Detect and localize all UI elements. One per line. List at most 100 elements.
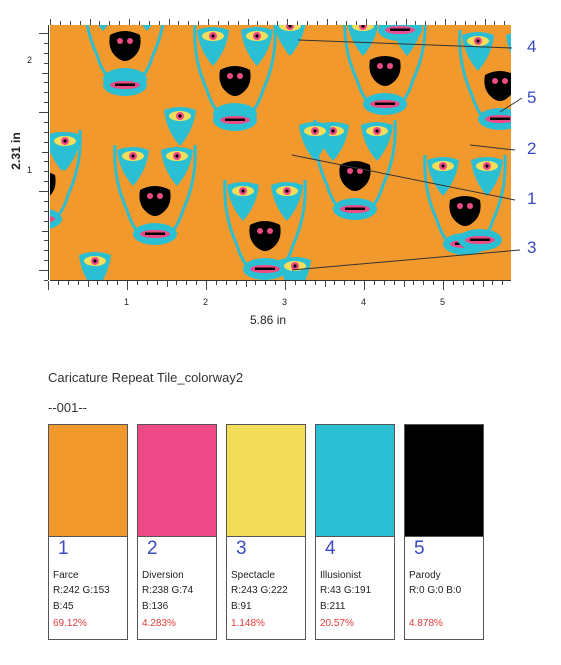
ruler-tick [435,21,437,25]
ruler-tick [482,281,484,287]
swatch-number: 5 [414,538,425,559]
ruler-tick [433,281,435,285]
ruler-tick [215,281,217,285]
ruler-tick [247,19,249,25]
swatch-coverage: 4.283% [142,618,176,629]
ruler-tick [44,52,48,54]
swatch-name: Illusionist [320,570,362,581]
ruler-tick [306,21,308,25]
left-ruler-number: 2 [27,55,33,65]
ruler-tick [285,281,286,290]
ruler-tick [316,21,318,25]
callout-number: 3 [527,238,537,257]
ruler-tick [443,281,444,290]
swatch-color [49,425,127,537]
ruler-tick [326,19,328,25]
ruler-tick [67,281,69,285]
ruler-tick [44,131,48,133]
callout-number: 4 [527,37,537,56]
ruler-tick [334,281,336,285]
ruler-tick [39,33,48,34]
ruler-tick [117,281,119,285]
ruler-tick [425,21,427,25]
ruler-tick [44,42,48,44]
ruler-tick [277,21,279,25]
ruler-tick [415,21,417,25]
swatch-card: 4 Illusionist R:43 G:191 B:211 20.57% [315,424,395,640]
ruler-tick [44,82,48,84]
swatch-coverage: 20.57% [320,618,354,629]
ruler-tick [166,281,168,287]
ruler-tick [423,281,425,285]
ruler-tick [294,281,296,285]
ruler-tick [304,281,306,285]
swatch-rgb: R:43 G:191 [320,585,372,596]
ruler-tick [44,240,48,242]
ruler-tick [217,21,219,25]
swatch-card: 5 Parody R:0 G:0 B:0 4.878% [404,424,484,640]
ruler-tick [502,281,504,285]
bottom-ruler: 1 2 3 4 5 [48,280,511,307]
swatch-blue: B:91 [231,601,252,612]
ruler-tick [79,21,81,25]
ruler-tick [275,281,277,285]
ruler-tick [206,281,207,290]
swatch-name: Parody [409,570,441,581]
palette-title: Caricature Repeat Tile_colorway2 [48,370,244,385]
width-label: 5.86 in [250,313,287,327]
swatch-color [227,425,305,537]
swatch-coverage: 69.12% [53,618,87,629]
ruler-tick [472,281,474,285]
swatch-coverage: 1.148% [231,618,265,629]
ruler-tick [99,21,101,25]
ruler-tick [42,230,48,232]
ruler-tick [97,281,99,285]
pattern-preview [50,25,511,280]
bottom-ruler-number: 2 [203,297,209,307]
ruler-tick [44,210,48,212]
ruler-tick [227,21,229,25]
ruler-tick [87,281,89,287]
ruler-tick [69,21,71,25]
ruler-tick [127,281,128,290]
ruler-tick [44,121,48,123]
ruler-tick [196,281,198,285]
ruler-tick [178,21,180,25]
ruler-tick [257,21,259,25]
ruler-tick [375,21,377,25]
ruler-tick [44,200,48,202]
ruler-tick [39,112,48,113]
bottom-ruler-number: 1 [124,297,130,307]
ruler-tick [44,250,48,252]
ruler-tick [366,19,367,25]
ruler-tick [44,279,48,281]
ruler-tick [296,21,298,25]
ruler-tick [44,62,48,64]
ruler-tick [186,281,188,285]
ruler-tick [405,19,407,25]
ruler-tick [356,21,358,25]
callout-number: 5 [527,88,537,107]
ruler-tick [44,92,48,94]
ruler-tick [107,281,109,285]
swatch-blue: B:45 [53,601,74,612]
ruler-tick [492,281,494,285]
ruler-tick [198,21,200,25]
ruler-tick [445,19,446,25]
ruler-tick [314,281,316,285]
swatch-color [138,425,216,537]
ruler-tick [57,281,59,285]
swatch-number: 2 [147,538,158,559]
swatch-name: Farce [53,570,79,581]
ruler-tick [148,21,150,25]
swatch-rgb: R:243 G:222 [231,585,288,596]
swatch-blue: B:211 [320,601,346,612]
swatch-number: 1 [58,538,69,559]
ruler-tick [89,19,91,25]
ruler-tick [188,21,190,25]
ruler-tick [267,21,269,25]
swatch-card: 2 Diversion R:238 G:74 B:136 4.283% [137,424,217,640]
ruler-tick [385,21,387,25]
swatch-blue: B:136 [142,601,169,612]
ruler-tick [44,220,48,222]
